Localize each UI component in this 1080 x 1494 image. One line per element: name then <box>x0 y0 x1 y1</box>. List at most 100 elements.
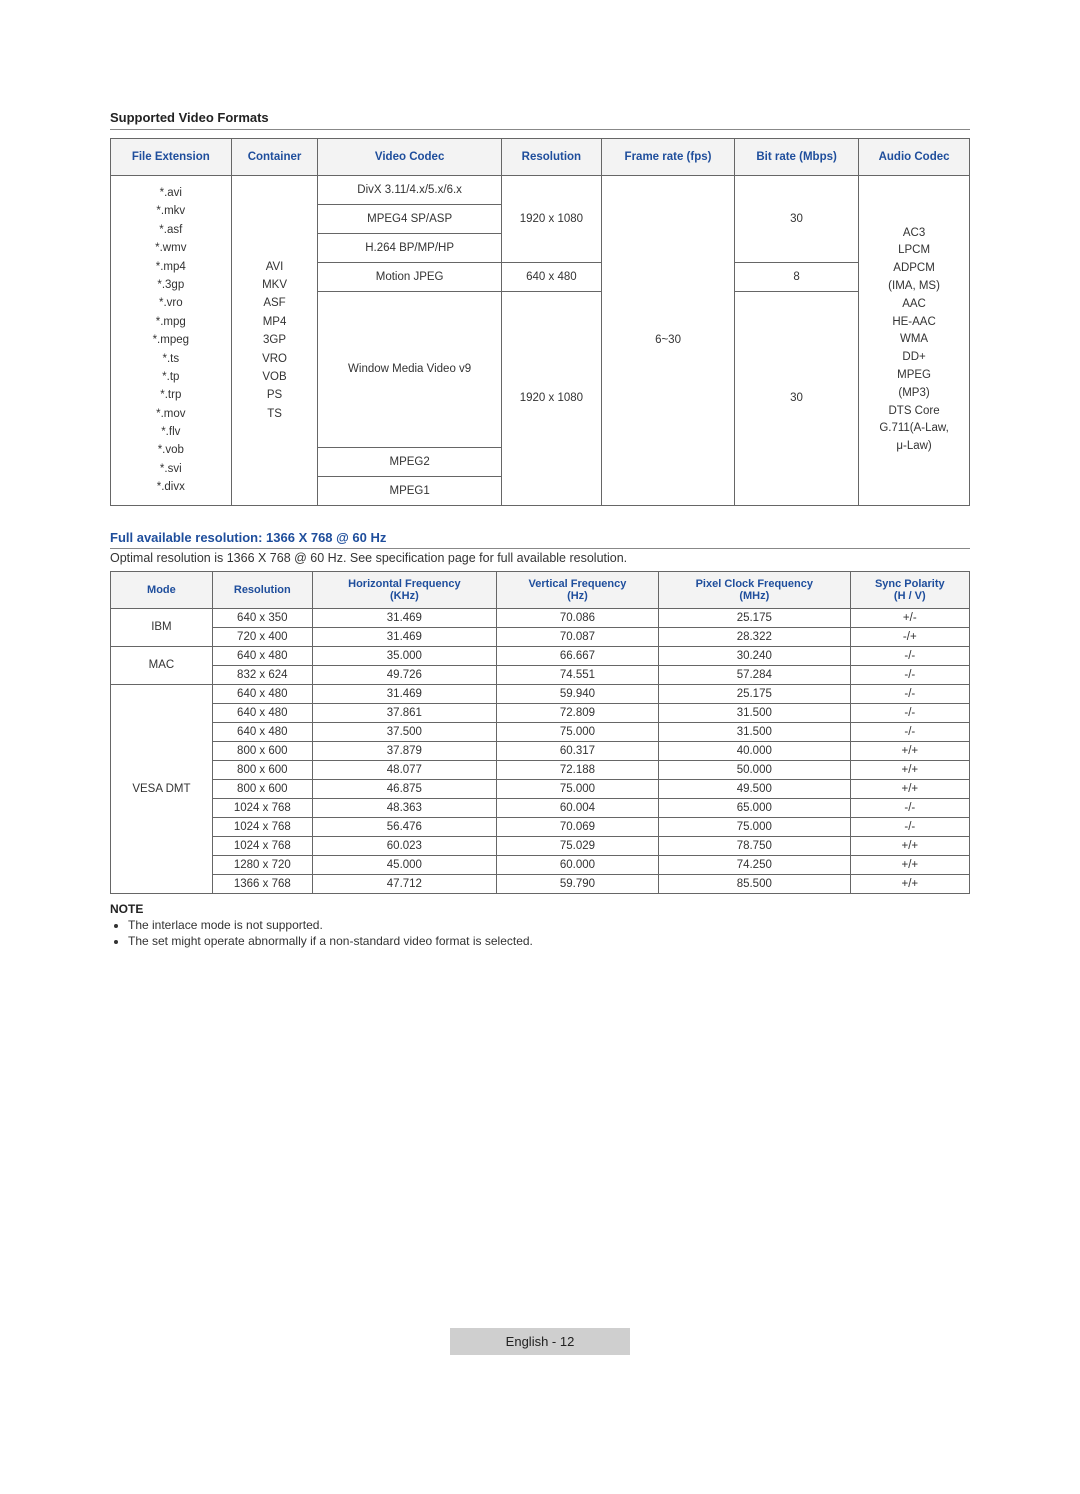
subtitle-resolution: Optimal resolution is 1366 X 768 @ 60 Hz… <box>110 551 970 565</box>
table-row: 1024 x 76856.47670.06975.000-/- <box>111 817 970 836</box>
cell-mode: MAC <box>111 646 213 684</box>
cell-value: -/- <box>850 703 969 722</box>
col-hfreq: Horizontal Frequency (KHz) <box>312 571 496 608</box>
table-row: 1280 x 72045.00060.00074.250+/+ <box>111 855 970 874</box>
cell-container: AVI MKV ASF MP4 3GP VRO VOB PS TS <box>231 176 318 506</box>
cell-value: +/- <box>850 608 969 627</box>
cell-value: 640 x 350 <box>212 608 312 627</box>
table-row: 800 x 60048.07772.18850.000+/+ <box>111 760 970 779</box>
cell-codec: H.264 BP/MP/HP <box>318 234 501 263</box>
cell-bitrate: 30 <box>735 176 859 263</box>
cell-value: 74.551 <box>496 665 658 684</box>
cell-value: 31.469 <box>312 627 496 646</box>
table-row: 1024 x 76860.02375.02978.750+/+ <box>111 836 970 855</box>
cell-value: 47.712 <box>312 874 496 893</box>
cell-value: 25.175 <box>658 684 850 703</box>
col-resolution: Resolution <box>212 571 312 608</box>
cell-resolution: 1920 x 1080 <box>501 176 601 263</box>
cell-value: 72.809 <box>496 703 658 722</box>
col-resolution: Resolution <box>501 139 601 176</box>
cell-value: 59.940 <box>496 684 658 703</box>
cell-codec: Motion JPEG <box>318 263 501 292</box>
timing-table: Mode Resolution Horizontal Frequency (KH… <box>110 571 970 894</box>
cell-value: +/+ <box>850 855 969 874</box>
table-row: 720 x 40031.46970.08728.322-/+ <box>111 627 970 646</box>
col-mode: Mode <box>111 571 213 608</box>
col-frame-rate: Frame rate (fps) <box>602 139 735 176</box>
note-item: The set might operate abnormally if a no… <box>128 934 970 948</box>
cell-value: 56.476 <box>312 817 496 836</box>
col-file-extension: File Extension <box>111 139 232 176</box>
cell-value: 31.469 <box>312 608 496 627</box>
cell-value: 1024 x 768 <box>212 817 312 836</box>
col-container: Container <box>231 139 318 176</box>
cell-value: 31.500 <box>658 703 850 722</box>
cell-value: 66.667 <box>496 646 658 665</box>
cell-value: +/+ <box>850 874 969 893</box>
cell-value: 60.000 <box>496 855 658 874</box>
cell-value: 31.469 <box>312 684 496 703</box>
cell-value: 49.726 <box>312 665 496 684</box>
cell-value: 65.000 <box>658 798 850 817</box>
cell-value: 49.500 <box>658 779 850 798</box>
cell-value: 70.087 <box>496 627 658 646</box>
cell-codec: DivX 3.11/4.x/5.x/6.x <box>318 176 501 205</box>
cell-value: 37.500 <box>312 722 496 741</box>
cell-value: -/- <box>850 684 969 703</box>
table-row: 1366 x 76847.71259.79085.500+/+ <box>111 874 970 893</box>
cell-value: 25.175 <box>658 608 850 627</box>
table-row: 1024 x 76848.36360.00465.000-/- <box>111 798 970 817</box>
cell-value: 60.004 <box>496 798 658 817</box>
cell-value: -/- <box>850 722 969 741</box>
table-row: 832 x 62449.72674.55157.284-/- <box>111 665 970 684</box>
cell-value: 800 x 600 <box>212 760 312 779</box>
table-row: MAC640 x 48035.00066.66730.240-/- <box>111 646 970 665</box>
cell-value: 800 x 600 <box>212 779 312 798</box>
cell-value: 75.000 <box>496 779 658 798</box>
cell-codec: MPEG4 SP/ASP <box>318 205 501 234</box>
table-row: 640 x 48037.86172.80931.500-/- <box>111 703 970 722</box>
cell-value: 37.879 <box>312 741 496 760</box>
cell-value: 37.861 <box>312 703 496 722</box>
cell-codec: Window Media Video v9 <box>318 292 501 448</box>
note-heading: NOTE <box>110 902 970 916</box>
cell-value: 74.250 <box>658 855 850 874</box>
cell-file-extensions: *.avi *.mkv *.asf *.wmv *.mp4 *.3gp *.vr… <box>111 176 232 506</box>
col-bit-rate: Bit rate (Mbps) <box>735 139 859 176</box>
table-row: 800 x 60046.87575.00049.500+/+ <box>111 779 970 798</box>
col-pixelclock: Pixel Clock Frequency (MHz) <box>658 571 850 608</box>
cell-value: 85.500 <box>658 874 850 893</box>
cell-value: 28.322 <box>658 627 850 646</box>
cell-bitrate: 30 <box>735 292 859 506</box>
table-row: VESA DMT640 x 48031.46959.94025.175-/- <box>111 684 970 703</box>
cell-value: 78.750 <box>658 836 850 855</box>
cell-value: 45.000 <box>312 855 496 874</box>
cell-value: 60.023 <box>312 836 496 855</box>
cell-value: 800 x 600 <box>212 741 312 760</box>
cell-value: 70.086 <box>496 608 658 627</box>
cell-value: 59.790 <box>496 874 658 893</box>
cell-value: 832 x 624 <box>212 665 312 684</box>
cell-value: +/+ <box>850 760 969 779</box>
cell-value: 640 x 480 <box>212 646 312 665</box>
cell-mode: VESA DMT <box>111 684 213 893</box>
cell-value: 72.188 <box>496 760 658 779</box>
table-row: 800 x 60037.87960.31740.000+/+ <box>111 741 970 760</box>
cell-value: 640 x 480 <box>212 684 312 703</box>
cell-value: -/- <box>850 646 969 665</box>
cell-bitrate: 8 <box>735 263 859 292</box>
cell-value: 1366 x 768 <box>212 874 312 893</box>
cell-value: -/- <box>850 798 969 817</box>
cell-value: 75.000 <box>496 722 658 741</box>
cell-value: 57.284 <box>658 665 850 684</box>
cell-value: 60.317 <box>496 741 658 760</box>
cell-resolution: 1920 x 1080 <box>501 292 601 506</box>
cell-value: -/- <box>850 665 969 684</box>
cell-value: 48.363 <box>312 798 496 817</box>
table-row: 640 x 48037.50075.00031.500-/- <box>111 722 970 741</box>
video-formats-table: File Extension Container Video Codec Res… <box>110 138 970 506</box>
cell-value: +/+ <box>850 741 969 760</box>
cell-value: +/+ <box>850 779 969 798</box>
cell-value: 50.000 <box>658 760 850 779</box>
cell-value: 75.029 <box>496 836 658 855</box>
